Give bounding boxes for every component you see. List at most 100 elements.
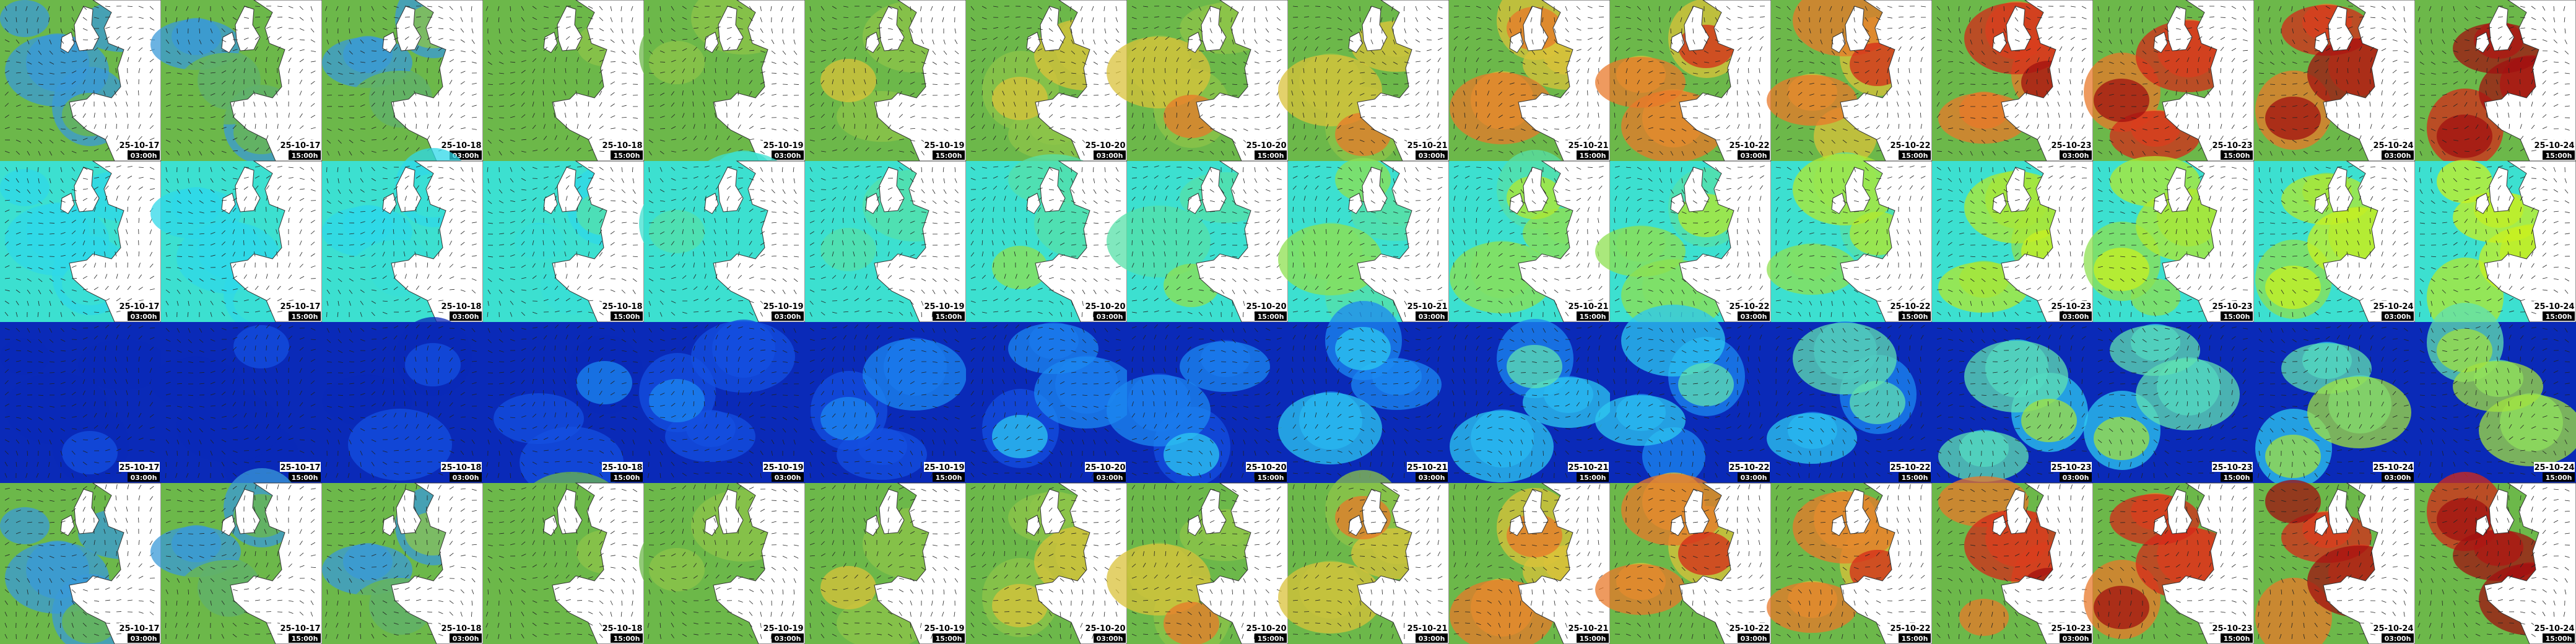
wind-arrow bbox=[1487, 69, 1491, 74]
wind-arrow bbox=[1487, 6, 1492, 10]
wind-arrow bbox=[498, 72, 504, 74]
time-label: 15:00h bbox=[1902, 152, 1928, 160]
wind-arrow bbox=[575, 102, 578, 107]
wind-arrow bbox=[60, 150, 64, 155]
wind-arrow bbox=[221, 80, 226, 85]
wind-arrow bbox=[1359, 82, 1365, 85]
wind-arrow bbox=[1209, 61, 1215, 63]
wind-arrow bbox=[1348, 103, 1352, 107]
wind-arrow bbox=[1037, 79, 1040, 85]
wind-arrow bbox=[1060, 17, 1062, 22]
wind-arrow bbox=[127, 6, 133, 7]
wind-arrow bbox=[1554, 72, 1560, 74]
wind-arrow bbox=[981, 28, 987, 30]
wind-arrow bbox=[1415, 127, 1421, 129]
wind-arrow bbox=[760, 92, 765, 96]
wind-arrow bbox=[809, 39, 814, 43]
wind-arrow bbox=[1014, 79, 1016, 85]
wind-arrow bbox=[943, 39, 946, 45]
wind-arrow bbox=[1221, 39, 1224, 45]
wind-arrow bbox=[1315, 36, 1320, 40]
date-box bbox=[1246, 140, 1287, 150]
wind-arrow bbox=[726, 6, 732, 7]
wind-arrow bbox=[910, 92, 915, 96]
wind-arrow bbox=[2269, 84, 2276, 85]
wind-arrow bbox=[532, 113, 535, 118]
date-label: 25-10-23 bbox=[2212, 141, 2252, 150]
wind-arrow bbox=[993, 6, 998, 7]
wind-arrow bbox=[1348, 60, 1354, 63]
wind-arrow bbox=[266, 46, 269, 51]
wind-arrow bbox=[726, 37, 732, 40]
wind-arrow bbox=[176, 233, 183, 235]
wind-arrow bbox=[1026, 17, 1032, 19]
wind-arrow bbox=[621, 50, 626, 54]
wind-arrow bbox=[1302, 113, 1305, 118]
wind-arrow bbox=[865, 147, 869, 152]
wind-arrow bbox=[543, 17, 549, 19]
wind-arrow bbox=[1221, 150, 1224, 156]
wind-arrow bbox=[854, 46, 858, 51]
wind-arrow bbox=[648, 61, 654, 64]
wind-arrow bbox=[532, 58, 537, 63]
wind-arrow bbox=[1404, 28, 1406, 33]
wind-arrow bbox=[1176, 136, 1180, 141]
wind-arrow bbox=[532, 17, 537, 20]
wind-arrow bbox=[82, 90, 85, 96]
wind-arrow bbox=[588, 17, 593, 20]
wind-arrow bbox=[1359, 61, 1365, 63]
wind-arrow bbox=[1152, 90, 1155, 96]
wind-arrow bbox=[1391, 6, 1394, 11]
wind-arrow bbox=[1576, 58, 1581, 63]
wind-arrow bbox=[738, 136, 742, 141]
land bbox=[1362, 6, 1388, 51]
wind-arrow bbox=[176, 128, 182, 131]
wind-arrow bbox=[310, 61, 316, 63]
wind-arrow bbox=[682, 113, 685, 118]
wind-arrow bbox=[621, 94, 627, 96]
wind-arrow bbox=[1015, 36, 1020, 40]
wind-arrow bbox=[1131, 136, 1136, 141]
wind-arrow bbox=[1348, 80, 1353, 85]
wind-arrow bbox=[103, 90, 106, 96]
wind-arrow bbox=[1326, 6, 1331, 8]
wind-arrow bbox=[1437, 68, 1440, 74]
wind-arrow bbox=[843, 124, 845, 129]
wind-arrow bbox=[1463, 79, 1466, 85]
wind-arrow bbox=[4, 127, 10, 129]
wind-arrow bbox=[702, 90, 705, 96]
wind-arrow bbox=[199, 61, 204, 64]
wind-arrow bbox=[38, 150, 41, 156]
wind-arrow bbox=[299, 49, 305, 51]
wind-arrow bbox=[277, 262, 278, 268]
wind-arrow bbox=[15, 17, 17, 22]
wind-arrow bbox=[832, 38, 837, 40]
wind-arrow bbox=[1165, 135, 1168, 141]
wind-arrow bbox=[71, 71, 77, 74]
wind-arrow bbox=[1276, 6, 1281, 11]
wind-arrow bbox=[943, 61, 949, 65]
wind-arrow bbox=[1370, 105, 1377, 107]
time-label: 03:00h bbox=[1419, 152, 1445, 160]
wind-arrow bbox=[371, 80, 376, 85]
wind-arrow bbox=[809, 50, 815, 53]
wind-arrow bbox=[426, 79, 428, 85]
land bbox=[74, 6, 100, 51]
wind-arrow bbox=[277, 135, 281, 141]
wind-arrow bbox=[1093, 128, 1099, 131]
wind-arrow bbox=[349, 128, 354, 131]
time-label: 15:00h bbox=[1258, 152, 1284, 160]
wind-arrow bbox=[1865, 139, 1871, 141]
wind-arrow bbox=[921, 28, 923, 33]
wind-arrow bbox=[1380, 17, 1383, 22]
wind-arrow bbox=[648, 39, 652, 45]
wind-arrow bbox=[371, 91, 375, 96]
wind-arrow bbox=[832, 68, 835, 74]
wind-arrow bbox=[460, 71, 466, 74]
wind-arrow bbox=[749, 59, 754, 63]
wind-arrow bbox=[954, 28, 956, 33]
wind-arrow bbox=[1232, 72, 1237, 75]
wind-arrow bbox=[820, 50, 827, 51]
